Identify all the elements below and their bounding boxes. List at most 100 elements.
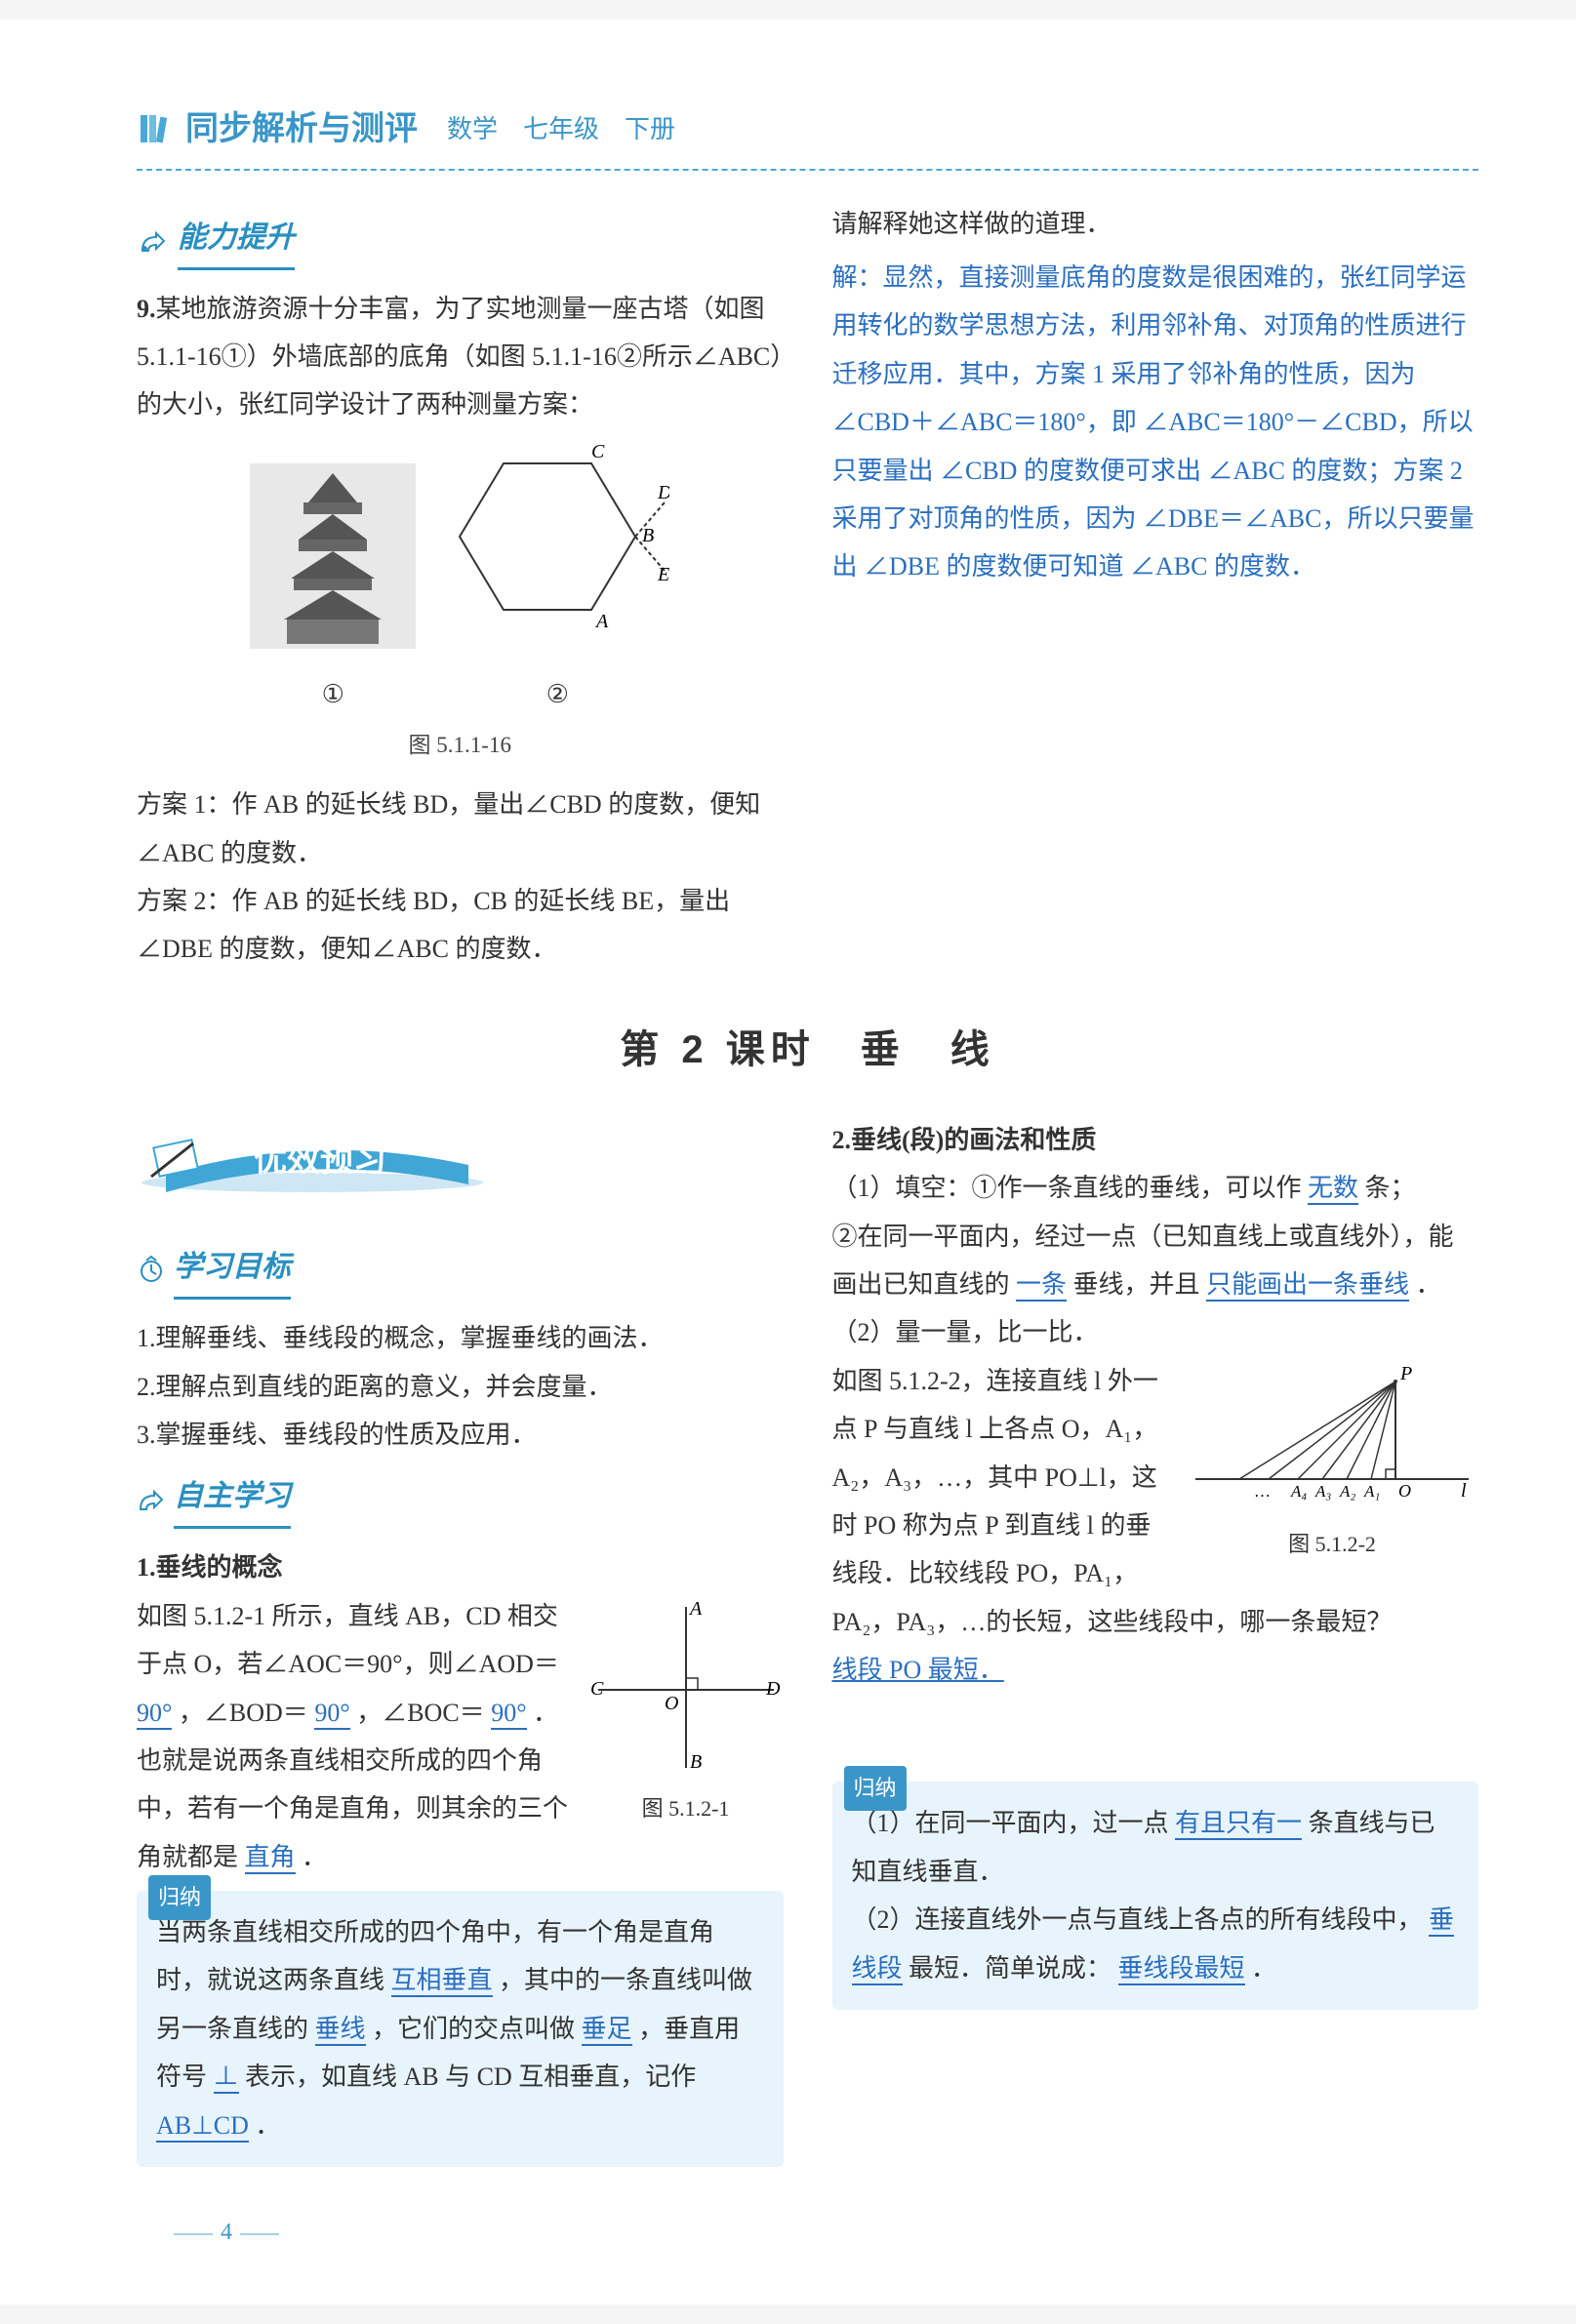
svg-text:l: l bbox=[1461, 1480, 1467, 1502]
g2-d: 最短．简单说成： bbox=[909, 1954, 1111, 1983]
q9-ask: 请解释她这样做的道理． bbox=[832, 200, 1479, 248]
fig2-caption: 图 5.1.2-2 bbox=[1186, 1524, 1478, 1565]
col-left-upper: 能力提升 9.某地旅游资源十分丰富，为了实地测量一座古塔（如图 5.1.1-16… bbox=[137, 200, 784, 974]
svg-text:A₃: A₃ bbox=[1314, 1482, 1331, 1501]
page-number: 4 bbox=[166, 2211, 287, 2256]
svg-text:C: C bbox=[591, 444, 605, 462]
header-subject: 数学 七年级 下册 bbox=[447, 105, 675, 153]
g2-line1: （1）在同一平面内，过一点 有且只有一 条直线与已知直线垂直． bbox=[852, 1799, 1460, 1896]
q9-body: 9.某地旅游资源十分丰富，为了实地测量一座古塔（如图 5.1.1-16①）外墙底… bbox=[137, 285, 784, 429]
p2-1b-row: ②在同一平面内，经过一点（已知直线上或直线外），能画出已知直线的 一条 垂线，并… bbox=[832, 1213, 1479, 1309]
p1-b: ，∠BOD＝ bbox=[179, 1699, 308, 1727]
svg-text:优效预习: 优效预习 bbox=[254, 1142, 386, 1179]
p2-1a-u: 无数 bbox=[1308, 1174, 1358, 1205]
p1-e: ． bbox=[302, 1843, 327, 1871]
g2-e: ． bbox=[1251, 1954, 1276, 1983]
g1-c: ，它们的交点叫做 bbox=[372, 2015, 575, 2043]
g2-c: （2）连接直线外一点与直线上各点的所有线段中， bbox=[852, 1905, 1423, 1934]
g1-f: ． bbox=[255, 2111, 280, 2140]
section-ability-text: 能力提升 bbox=[178, 210, 295, 270]
guina-2: 归纳 （1）在同一平面内，过一点 有且只有一 条直线与已知直线垂直． （2）连接… bbox=[832, 1782, 1479, 2010]
p2-1: （1）填空：①作一条直线的垂线，可以作 无数 条； bbox=[832, 1164, 1479, 1212]
fig-512-2: l P O A₁ A₂ A₃ A₄ … bbox=[1186, 1362, 1478, 1565]
goal-1: 1.理解垂线、垂线段的概念，掌握垂线的画法． bbox=[137, 1314, 784, 1362]
clock-icon bbox=[137, 1255, 166, 1284]
g1-u4: ⊥ bbox=[214, 2063, 239, 2094]
p2-1b-u2: 只能画出一条垂线 bbox=[1206, 1270, 1409, 1302]
goal-3: 3.掌握垂线、垂线段的性质及应用． bbox=[137, 1411, 784, 1459]
p1-ans2: 90° bbox=[314, 1699, 349, 1730]
page-header: 同步解析与测评 数学 七年级 下册 bbox=[137, 98, 1478, 171]
g1-u3: 垂足 bbox=[582, 2015, 632, 2046]
svg-text:A₄: A₄ bbox=[1290, 1482, 1307, 1501]
fig-hexagon: C D B E A ② bbox=[445, 444, 669, 719]
p1-a: 如图 5.1.2-1 所示，直线 AB，CD 相交于点 O，若∠AOC＝90°，… bbox=[137, 1602, 559, 1678]
p2-1b2: 垂线，并且 bbox=[1073, 1270, 1200, 1299]
q9-figures: ① C D B E A ② bbox=[137, 444, 784, 719]
satellite-icon bbox=[137, 223, 170, 257]
p1-ans3: 90° bbox=[491, 1699, 526, 1730]
q9-num: 9. bbox=[137, 295, 156, 323]
self-title: 自主学习 bbox=[174, 1468, 291, 1529]
svg-text:A: A bbox=[688, 1598, 703, 1620]
svg-text:B: B bbox=[690, 1751, 702, 1773]
p1-c: ，∠BOC＝ bbox=[356, 1699, 484, 1727]
guina2-label: 归纳 bbox=[844, 1766, 907, 1811]
p1-title: 1.垂线的概念 bbox=[137, 1543, 784, 1591]
svg-text:A₁: A₁ bbox=[1363, 1482, 1380, 1501]
g1-u2: 垂线 bbox=[315, 2015, 366, 2046]
satellite-icon bbox=[137, 1484, 166, 1513]
svg-text:B: B bbox=[642, 525, 654, 546]
fig-label-1: ① bbox=[250, 670, 416, 718]
p2-2a: （2）量一量，比一比． bbox=[832, 1308, 1479, 1356]
section-self: 自主学习 bbox=[137, 1468, 784, 1529]
lower-columns: 优效预习 学习目标 1.理解垂线、垂线段的概念，掌握垂线的画法． 2.理解点到直… bbox=[137, 1116, 1478, 2167]
g2-a: （1）在同一平面内，过一点 bbox=[852, 1809, 1169, 1837]
hexagon-diagram: C D B E A bbox=[445, 444, 669, 649]
fig-pagoda: ① bbox=[250, 463, 416, 719]
g2-u1: 有且只有一 bbox=[1175, 1809, 1302, 1840]
p2-1b3: ． bbox=[1416, 1270, 1441, 1299]
svg-text:A₂: A₂ bbox=[1339, 1482, 1355, 1501]
col-right-upper: 请解释她这样做的道理． 解：显然，直接测量底角的度数是很困难的，张红同学运用转化… bbox=[832, 200, 1479, 974]
shortest-segment-diagram: l P O A₁ A₂ A₃ A₄ … bbox=[1186, 1362, 1478, 1508]
p2-title: 2.垂线(段)的画法和性质 bbox=[832, 1116, 1479, 1164]
lesson2-title: 第 2 课时 垂 线 bbox=[137, 1013, 1478, 1087]
p2-2ans: 线段 PO 最短． bbox=[832, 1646, 1479, 1694]
q9-fig-caption: 图 5.1.1-16 bbox=[137, 724, 784, 767]
section-ability: 能力提升 bbox=[137, 210, 784, 270]
section-goals: 学习目标 bbox=[137, 1239, 784, 1300]
svg-text:E: E bbox=[657, 564, 669, 585]
p1-ans1: 90° bbox=[137, 1699, 172, 1730]
g1-e: 表示，如直线 AB 与 CD 互相垂直，记作 bbox=[245, 2063, 696, 2091]
svg-text:O: O bbox=[665, 1693, 678, 1714]
goals-title: 学习目标 bbox=[174, 1239, 291, 1300]
svg-text:O: O bbox=[1398, 1481, 1411, 1501]
goal-2: 2.理解点到直线的距离的意义，并会度量． bbox=[137, 1363, 784, 1411]
g2-u3: 垂线段最短 bbox=[1118, 1954, 1245, 1985]
upper-columns: 能力提升 9.某地旅游资源十分丰富，为了实地测量一座古塔（如图 5.1.1-16… bbox=[137, 200, 1478, 974]
g2-line2: （2）连接直线外一点与直线上各点的所有线段中， 垂线段 最短．简单说成： 垂线段… bbox=[852, 1896, 1460, 1992]
svg-text:P: P bbox=[1399, 1363, 1412, 1384]
pagoda-icon bbox=[250, 463, 416, 649]
fig1-caption: 图 5.1.2-1 bbox=[588, 1788, 784, 1829]
g1-u1: 互相垂直 bbox=[391, 1966, 493, 1997]
g1-u5: AB⊥CD bbox=[156, 2111, 249, 2143]
p2-1a2: 条； bbox=[1365, 1174, 1416, 1202]
q9-plan2: 方案 2：作 AB 的延长线 BD，CB 的延长线 BE，量出∠DBE 的度数，… bbox=[137, 877, 784, 974]
q9-answer: 解：显然，直接测量底角的度数是很困难的，张红同学运用转化的数学思想方法，利用邻补… bbox=[832, 254, 1479, 591]
guina1-label: 归纳 bbox=[148, 1875, 211, 1920]
svg-text:C: C bbox=[590, 1678, 604, 1700]
svg-text:D: D bbox=[657, 482, 669, 503]
q9-text: 某地旅游资源十分丰富，为了实地测量一座古塔（如图 5.1.1-16①）外墙底部的… bbox=[137, 295, 783, 420]
p2-1a: （1）填空：①作一条直线的垂线，可以作 bbox=[832, 1174, 1302, 1202]
fig-512-1: A B C D O 图 5.1.2-1 bbox=[588, 1597, 784, 1829]
svg-text:D: D bbox=[765, 1678, 781, 1700]
svg-text:…: … bbox=[1254, 1482, 1271, 1501]
p2-1b-u1: 一条 bbox=[1016, 1270, 1067, 1302]
fig-label-2: ② bbox=[445, 670, 669, 718]
books-icon bbox=[137, 109, 176, 148]
svg-text:A: A bbox=[594, 611, 609, 632]
page-root: 同步解析与测评 数学 七年级 下册 能力提升 9.某地旅游资源十分丰富，为了实地… bbox=[0, 20, 1576, 2304]
guina-1: 归纳 当两条直线相交所成的四个角中，有一个角是直角时，就说这两条直线 互相垂直 … bbox=[137, 1891, 784, 2167]
